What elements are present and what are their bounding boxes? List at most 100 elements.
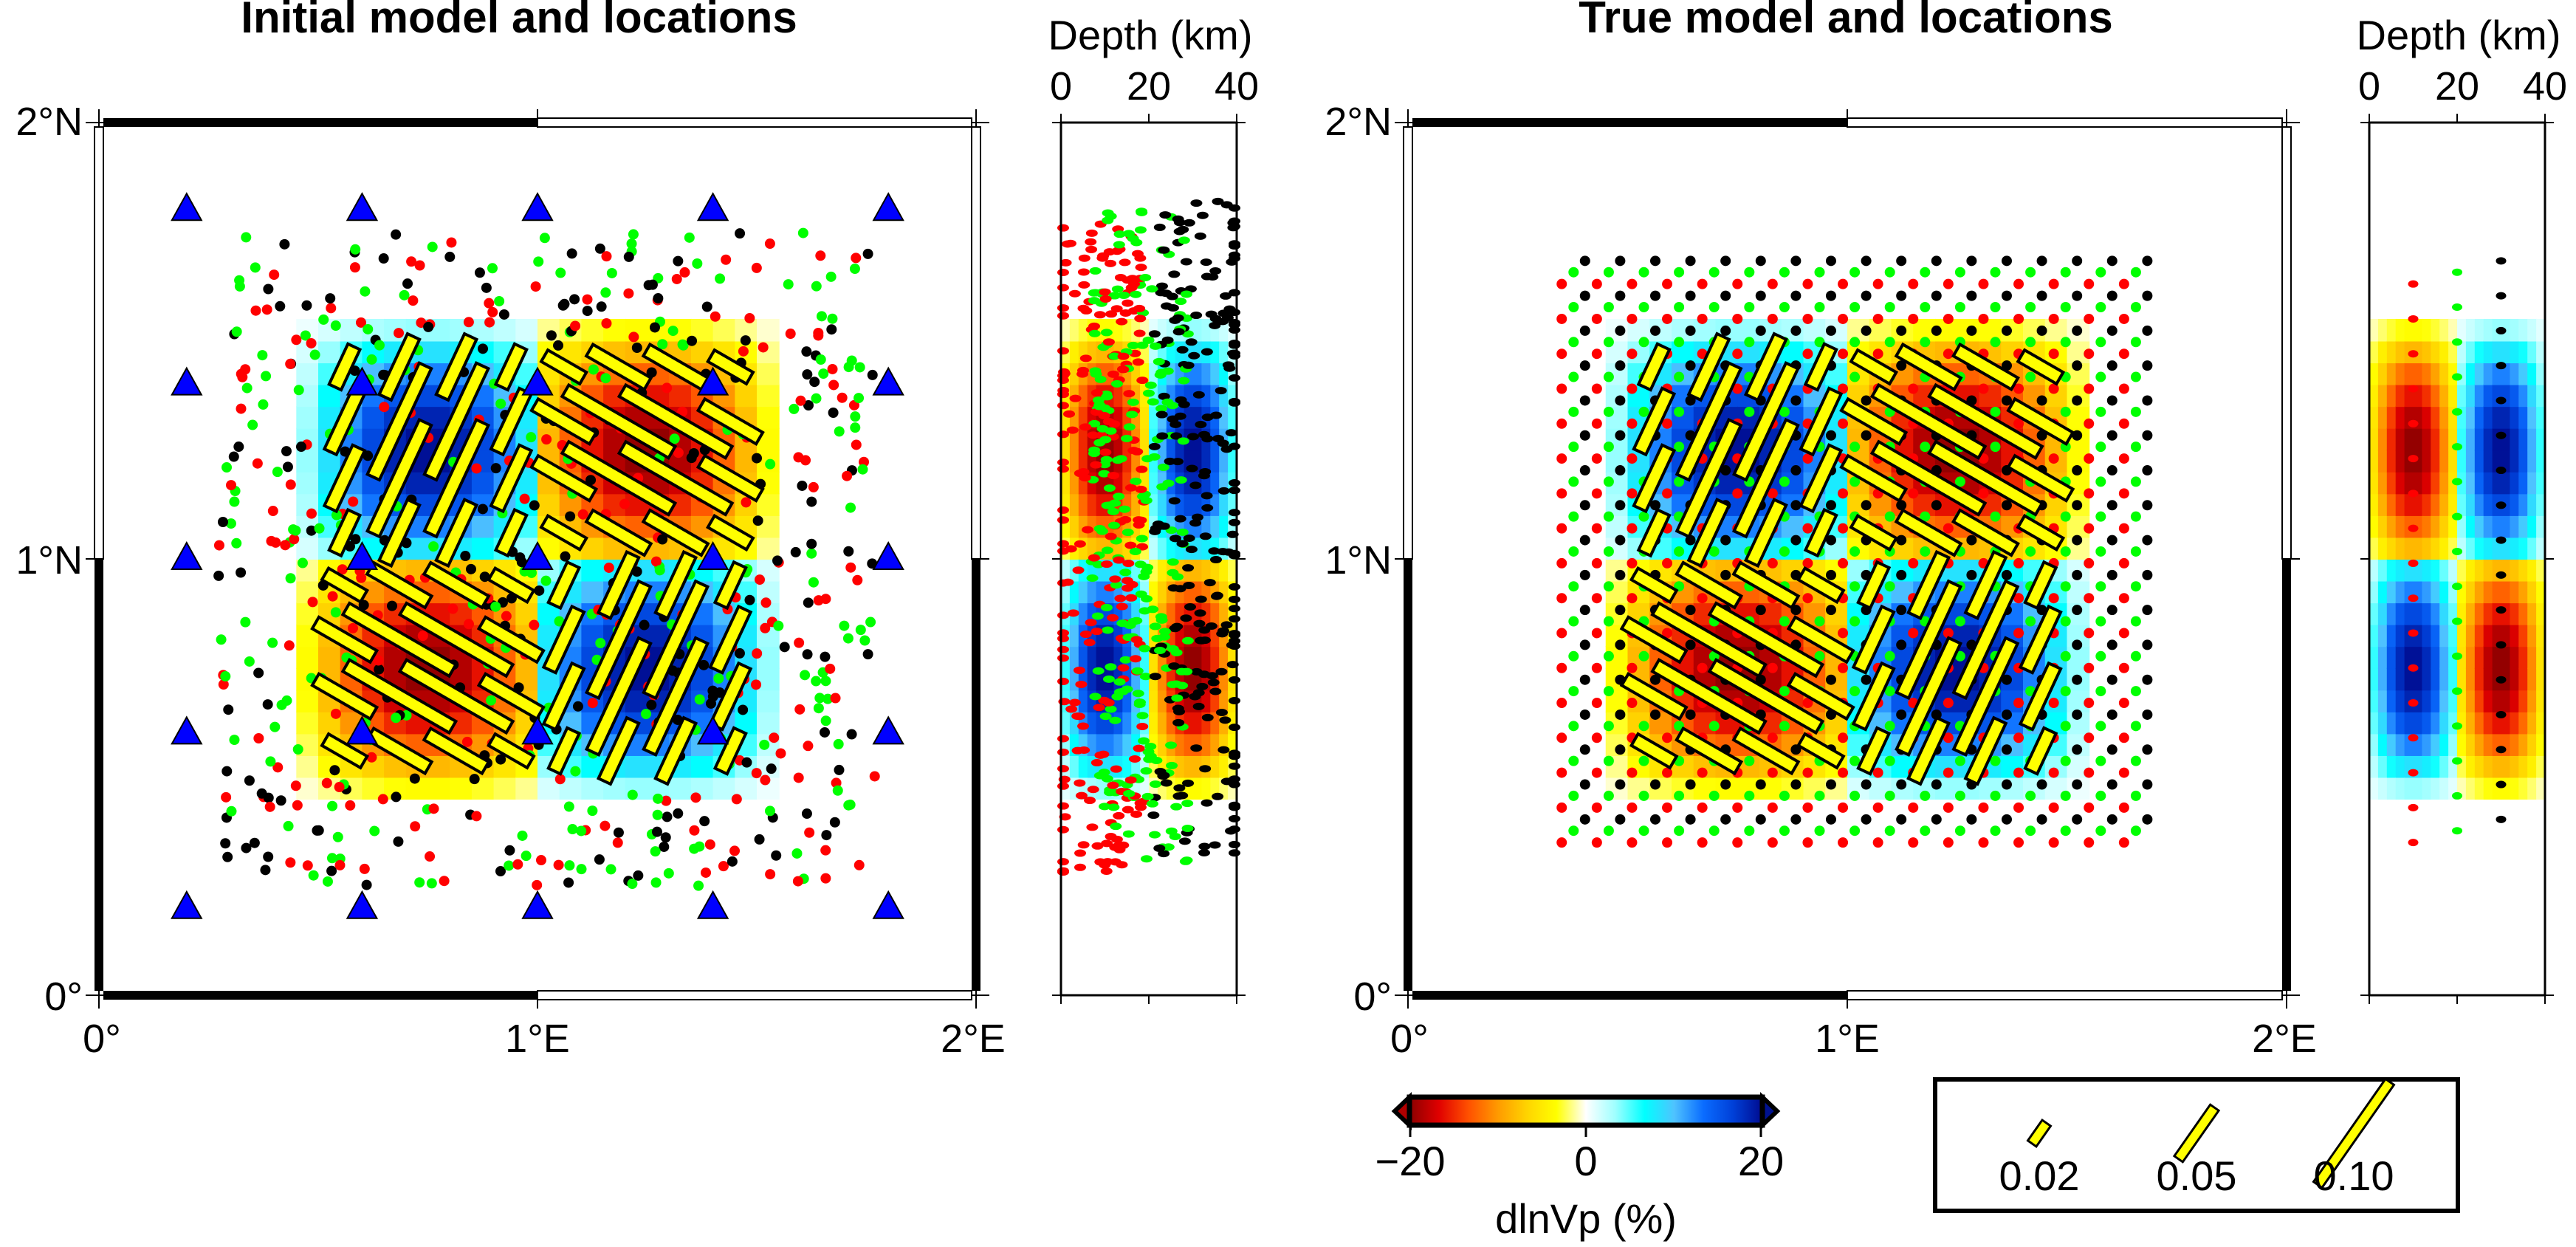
event-marker xyxy=(306,525,317,536)
event-marker xyxy=(792,876,803,887)
model-cell xyxy=(2465,624,2476,647)
model-cell xyxy=(669,777,692,800)
event-marker xyxy=(1158,246,1170,254)
event-marker xyxy=(2013,383,2024,394)
event-marker xyxy=(1697,278,1708,289)
event-marker xyxy=(1165,741,1178,749)
model-cell xyxy=(2536,427,2546,451)
event-marker xyxy=(1102,698,1115,707)
model-cell xyxy=(296,363,319,385)
model-cell xyxy=(2377,667,2388,691)
station-icon xyxy=(696,366,729,396)
event-marker xyxy=(1638,721,1649,732)
event-marker xyxy=(233,442,244,453)
event-marker xyxy=(1229,801,1241,809)
event-marker xyxy=(1209,321,1221,329)
event-marker xyxy=(1209,841,1221,849)
model-cell xyxy=(2501,602,2511,625)
event-marker xyxy=(356,317,367,328)
station-icon xyxy=(346,192,379,221)
model-cell xyxy=(2465,450,2476,473)
event-marker xyxy=(594,243,605,254)
event-marker xyxy=(2036,255,2047,267)
event-marker xyxy=(1183,534,1195,542)
event-marker xyxy=(221,462,233,473)
event-marker xyxy=(564,860,575,871)
event-marker xyxy=(2496,641,2507,649)
model-cell xyxy=(1069,493,1079,516)
event-marker xyxy=(1920,337,1931,348)
event-marker xyxy=(1149,342,1161,350)
event-marker xyxy=(813,703,824,714)
event-marker xyxy=(226,480,237,491)
event-marker xyxy=(490,463,501,474)
event-marker xyxy=(859,635,870,646)
event-marker xyxy=(1579,360,1590,371)
event-marker xyxy=(1825,605,1836,616)
model-cell xyxy=(2439,427,2450,451)
event-marker xyxy=(1802,557,1813,568)
model-cell xyxy=(2536,340,2546,364)
event-marker xyxy=(1591,802,1602,813)
model-cell xyxy=(2431,340,2441,364)
event-marker xyxy=(1176,540,1189,548)
event-marker xyxy=(2060,650,2071,662)
event-marker xyxy=(606,267,617,278)
model-cell xyxy=(2377,450,2388,473)
event-marker xyxy=(2084,837,2095,848)
model-cell xyxy=(296,646,319,669)
anisotropy-bar xyxy=(546,560,582,611)
model-cell xyxy=(2501,340,2511,364)
model-cell xyxy=(2439,777,2450,800)
anisotropy-bar xyxy=(320,732,369,770)
event-marker xyxy=(244,656,255,667)
event-marker xyxy=(800,455,811,466)
anisotropy-bar xyxy=(642,579,710,701)
event-marker xyxy=(1057,735,1069,743)
model-cell xyxy=(581,318,605,342)
model-cell xyxy=(2377,624,2388,647)
event-marker xyxy=(744,594,755,605)
model-cell xyxy=(2465,690,2476,712)
event-marker xyxy=(795,395,806,406)
event-marker xyxy=(1195,420,1207,428)
event-marker xyxy=(694,841,705,852)
event-marker xyxy=(1568,476,1579,487)
event-marker xyxy=(752,648,763,659)
model-cell xyxy=(1069,515,1079,538)
event-marker xyxy=(1861,500,1872,511)
model-cell xyxy=(1192,646,1203,669)
event-marker xyxy=(1068,289,1081,298)
model-cell xyxy=(2474,318,2484,342)
event-marker xyxy=(1158,628,1171,636)
event-marker xyxy=(332,831,343,842)
event-marker xyxy=(1697,767,1708,778)
event-marker xyxy=(2142,255,2153,267)
model-cell xyxy=(1149,406,1158,429)
event-marker xyxy=(1579,465,1590,476)
model-cell xyxy=(2527,406,2538,429)
model-cell xyxy=(2536,493,2546,516)
event-marker xyxy=(563,801,574,812)
event-marker xyxy=(2142,814,2153,825)
event-marker xyxy=(2142,639,2153,650)
model-cell xyxy=(2439,363,2450,385)
anisotropy-bar xyxy=(1951,342,2020,392)
legend-label: 0.05 xyxy=(2157,1152,2237,1199)
event-marker xyxy=(2095,686,2106,697)
anisotropy-bar xyxy=(377,497,422,568)
event-marker xyxy=(1147,811,1160,820)
event-marker xyxy=(1135,264,1147,272)
event-marker xyxy=(2048,767,2059,778)
model-cell xyxy=(1210,690,1220,712)
event-marker xyxy=(1117,841,1130,849)
event-marker xyxy=(1603,476,1614,487)
event-marker xyxy=(1089,367,1102,375)
event-marker xyxy=(1229,479,1241,487)
event-marker xyxy=(852,574,863,585)
model-cell xyxy=(1201,384,1212,408)
event-marker xyxy=(1073,666,1085,674)
event-marker xyxy=(2084,732,2095,743)
frame-segment xyxy=(1412,991,1847,1000)
event-marker xyxy=(1117,365,1130,374)
